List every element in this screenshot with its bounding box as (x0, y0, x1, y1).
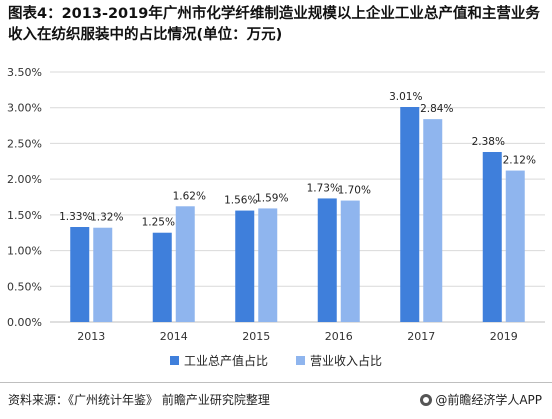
y-tick-label: 2.50% (7, 137, 42, 150)
legend-item-series-2: 营业收入占比 (296, 352, 382, 369)
bar-series-2 (505, 170, 525, 322)
x-tick-label: 2016 (325, 330, 353, 343)
y-tick-label: 0.50% (7, 280, 42, 293)
bar-series-1 (317, 198, 337, 322)
bar-series-2 (175, 206, 195, 322)
x-tick-label: 2017 (407, 330, 435, 343)
legend-label-series-2: 营业收入占比 (310, 354, 383, 368)
legend-swatch-series-1 (169, 356, 179, 365)
bar-series-1 (482, 152, 502, 322)
data-label-series-2: 2.12% (503, 155, 536, 167)
chart-title: 图表4：2013-2019年广州市化学纤维制造业规模以上企业工业总产值和主营业务… (8, 6, 540, 43)
chart-legend: 工业总产值占比 营业收入占比 (0, 352, 552, 369)
brand-credit: @前瞻经济学人APP (420, 391, 542, 408)
x-tick-label: 2013 (77, 330, 105, 343)
data-label-series-1: 1.25% (142, 217, 175, 229)
x-tick-label: 2014 (160, 330, 188, 343)
y-tick-label: 3.00% (7, 102, 42, 115)
data-label-series-1: 2.38% (472, 136, 505, 148)
bar-series-2 (93, 227, 113, 322)
data-label-series-2: 2.84% (420, 103, 453, 115)
legend-item-series-1: 工业总产值占比 (169, 352, 268, 369)
brand-logo-icon (420, 393, 433, 406)
data-label-series-2: 1.62% (173, 190, 206, 202)
data-label-series-1: 1.56% (224, 195, 257, 207)
y-tick-label: 3.50% (7, 66, 42, 79)
data-label-series-1: 3.01% (389, 91, 422, 103)
y-tick-label: 2.00% (7, 173, 42, 186)
legend-label-series-1: 工业总产值占比 (183, 354, 268, 368)
y-tick-label: 1.00% (7, 245, 42, 258)
bar-series-1 (152, 232, 172, 322)
brand-text: @前瞻经济学人APP (435, 393, 542, 407)
bar-series-2 (258, 208, 278, 322)
x-tick-label: 2015 (242, 330, 270, 343)
data-label-series-2: 1.59% (255, 192, 288, 204)
footer-divider (0, 382, 552, 383)
data-label-series-1: 1.73% (307, 182, 340, 194)
data-label-series-2: 1.70% (338, 185, 371, 197)
y-tick-label: 1.50% (7, 209, 42, 222)
legend-swatch-series-2 (296, 356, 305, 365)
source-note: 资料来源：《广州统计年鉴》 前瞻产业研究院整理 (8, 393, 270, 407)
y-tick-label: 0.00% (7, 316, 42, 329)
data-label-series-1: 1.33% (59, 211, 92, 223)
bar-series-2 (340, 200, 360, 322)
data-label-series-2: 1.32% (90, 212, 123, 224)
bar-series-1 (70, 227, 90, 322)
x-tick-label: 2019 (490, 330, 518, 343)
bar-series-1 (400, 107, 420, 322)
bar-chart: 0.00% 0.50% 1.00% 1.50% 2.00% 2.50% 3.00% 3.50%… (7, 66, 545, 343)
bar-series-1 (235, 210, 255, 322)
bar-series-2 (423, 119, 443, 323)
